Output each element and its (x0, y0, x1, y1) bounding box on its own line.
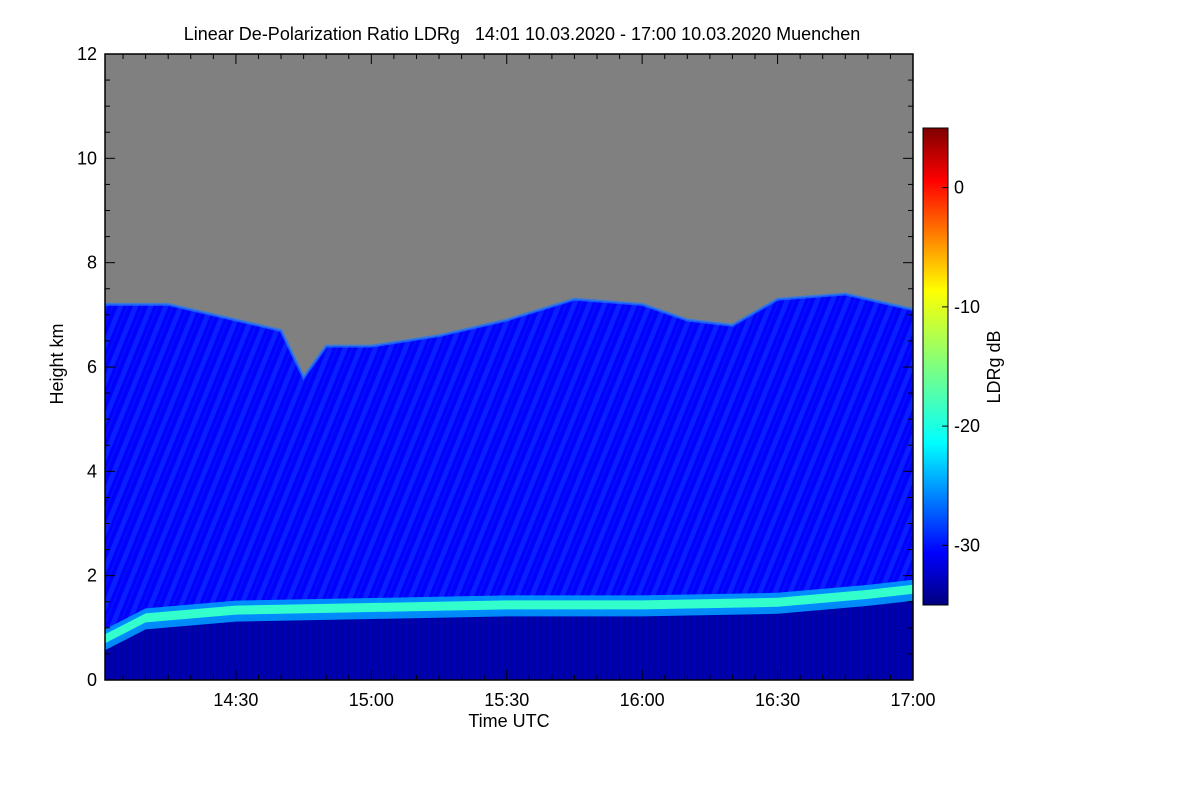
x-tick-label: 16:00 (620, 690, 665, 710)
y-tick-label: 0 (87, 670, 97, 690)
x-tick-label: 14:30 (213, 690, 258, 710)
chart-title: Linear De-Polarization Ratio LDRg 14:01 … (184, 24, 860, 44)
plot-area (105, 54, 913, 680)
colorbar-tick-label: 0 (954, 178, 964, 198)
x-tick-label: 15:30 (484, 690, 529, 710)
colorbar-tick-label: -30 (954, 535, 980, 555)
bright-layer (105, 584, 913, 644)
y-tick-label: 8 (87, 253, 97, 273)
colorbar-label: LDRg dB (984, 330, 1004, 403)
x-tick-label: 17:00 (890, 690, 935, 710)
y-tick-label: 4 (87, 461, 97, 481)
x-tick-label: 15:00 (349, 690, 394, 710)
bright-layer-glow (105, 579, 913, 651)
colorbar-ticks: 0 -10 -20 -30 (942, 178, 980, 555)
y-tick-label: 6 (87, 357, 97, 377)
fall-streaks (105, 294, 913, 680)
y-axis: 0 2 4 6 8 10 12 (77, 44, 913, 690)
x-axis-label: Time UTC (468, 711, 549, 731)
y-tick-label: 2 (87, 566, 97, 586)
signal-top-edge (105, 292, 913, 381)
colorbar-tick-label: -20 (954, 416, 980, 436)
colorbar-gradient (922, 127, 949, 606)
colorbar: 0 -10 -20 -30 LDRg dB (922, 127, 1004, 606)
y-tick-label: 12 (77, 44, 97, 64)
colorbar-tick-label: -10 (954, 297, 980, 317)
x-tick-label: 16:30 (755, 690, 800, 710)
x-axis: 14:30 15:00 15:30 16:00 16:30 17:00 (122, 54, 936, 710)
y-axis-label: Height km (47, 323, 67, 404)
y-tick-label: 10 (77, 148, 97, 168)
